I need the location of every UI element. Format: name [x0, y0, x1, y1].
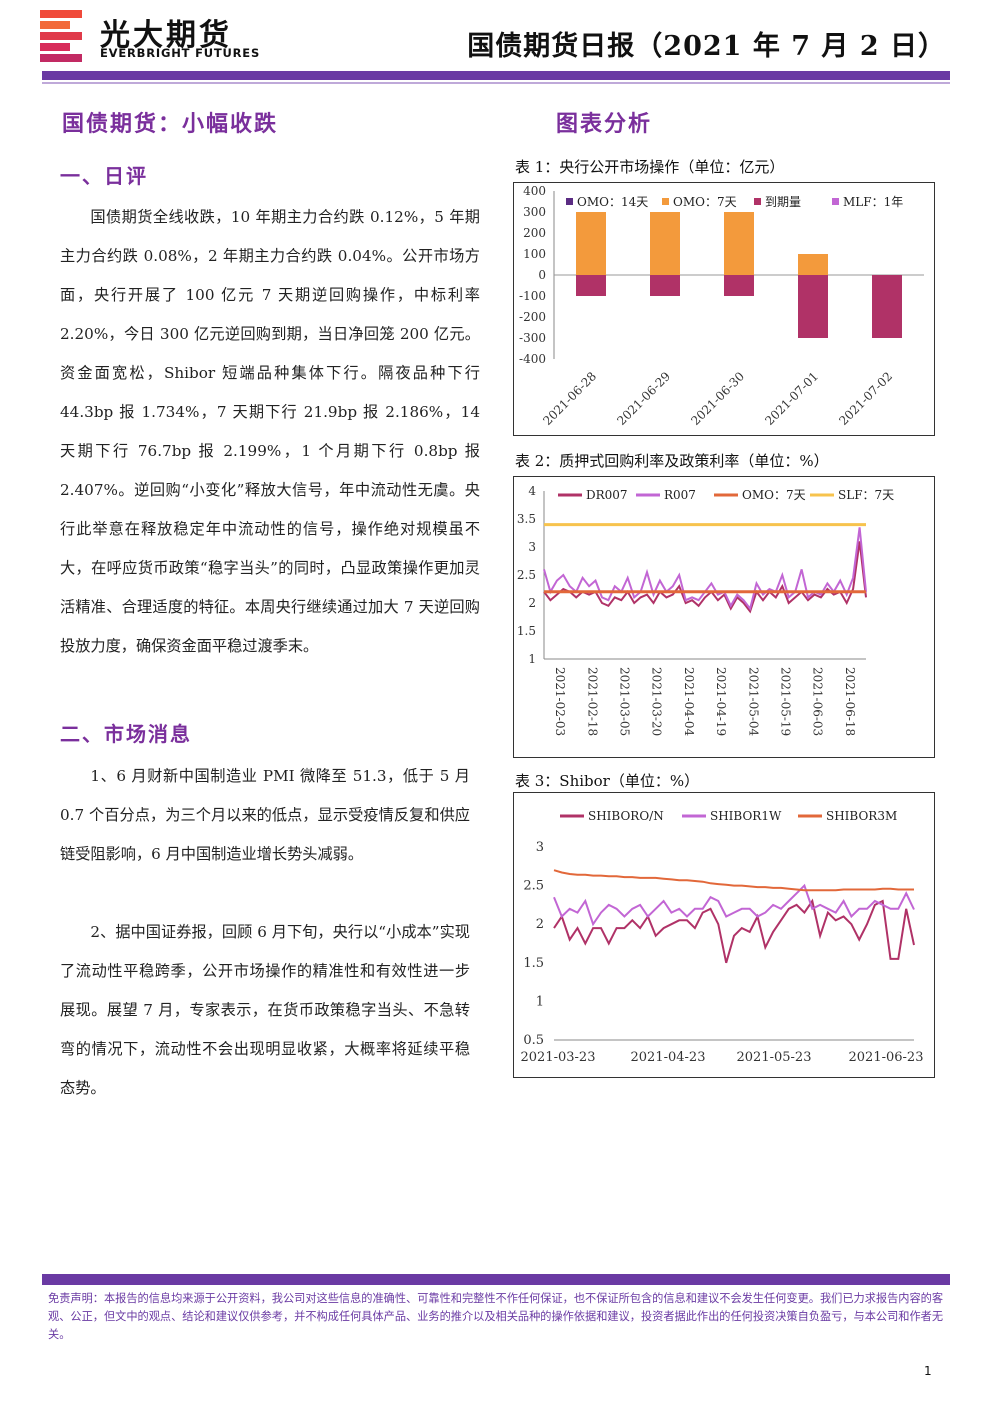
x-tick-label: 2021-06-29	[614, 369, 673, 428]
y-tick-label: 0.5	[523, 1033, 544, 1048]
chart2-caption: 表 2：质押式回购利率及政策利率（单位：%）	[515, 452, 829, 470]
x-tick-label: 2021-05-04	[746, 667, 760, 737]
y-tick-label: -300	[519, 331, 546, 345]
legend-label-omo14: OMO：14天	[577, 195, 648, 209]
daily-review-text: 国债期货全线收跌，10 年期主力合约跌 0.12%，5 年期主力合约跌 0.08…	[60, 208, 480, 655]
company-name-cn: 光大期货	[100, 18, 232, 53]
x-tick-label: 2021-03-23	[521, 1050, 596, 1065]
x-tick-label: 2021-05-23	[737, 1050, 812, 1065]
x-tick-label: 2021-03-05	[618, 667, 632, 736]
y-tick-label: 1.5	[523, 956, 544, 971]
legend-swatch-omo14	[566, 198, 573, 205]
footer-divider	[42, 1274, 950, 1285]
x-tick-label: 2021-06-28	[540, 369, 599, 428]
chart1-frame: 400 300 200 100 0 -100 -200 -300 -400 2021-06-28 2…	[513, 182, 935, 436]
y-tick-label: 1	[536, 994, 544, 1009]
y-tick-label: 3.5	[517, 512, 536, 526]
legend-label-r007: R007	[664, 488, 696, 502]
company-logo-icon	[40, 10, 82, 62]
chart3-caption: 表 3：Shibor（单位：%）	[515, 772, 700, 790]
chart2-frame: 4 3.5 3 2.5 2 1.5 1 2021-02-03 2021-02-18 2021-03…	[513, 476, 935, 758]
y-tick-label: -200	[519, 310, 546, 324]
report-title: 国债期货日报（2021 年 7 月 2 日）	[467, 31, 946, 62]
bar-maturity	[650, 275, 680, 296]
y-tick-label: -400	[519, 352, 546, 366]
y-tick-label: 3	[536, 840, 544, 855]
x-tick-label: 2021-04-19	[714, 667, 728, 736]
y-tick-label: 200	[523, 226, 546, 240]
y-tick-label: 2.5	[517, 568, 536, 582]
x-tick-label: 2021-05-19	[779, 667, 793, 736]
chart1-caption: 表 1：央行公开市场操作（单位：亿元）	[515, 158, 785, 176]
page-number: 1	[924, 1364, 932, 1378]
y-tick-label: 100	[523, 247, 546, 261]
y-tick-label: -100	[519, 289, 546, 303]
chart3-frame: 3 2.5 2 1.5 1 0.5 2021-03-23 2021-04-23 2021-05-…	[513, 792, 935, 1078]
x-tick-label: 2021-06-18	[843, 667, 857, 736]
header-divider-thin	[42, 82, 950, 84]
y-tick-label: 2.5	[523, 879, 544, 894]
bar-omo7	[798, 254, 828, 275]
series-line-dr007	[543, 541, 867, 614]
bar-omo7	[724, 212, 754, 275]
y-tick-label: 4	[528, 484, 536, 498]
y-tick-label: 300	[523, 205, 546, 219]
legend-label-shibor-on: SHIBORO/N	[588, 809, 664, 823]
news-item-2: 2、据中国证券报，回顾 6 月下旬，央行以“小成本”实现了流动性平稳跨季，公开市…	[60, 923, 470, 1097]
legend-label-dr007: DR007	[586, 488, 628, 502]
y-tick-label: 3	[528, 540, 536, 554]
chart-section-title: 图表分析	[556, 111, 653, 137]
bar-omo7	[576, 212, 606, 275]
chart1-omo-bar-chart: 400 300 200 100 0 -100 -200 -300 -400 2021-06-28 2…	[519, 184, 924, 428]
main-title: 国债期货：小幅收跌	[62, 111, 279, 137]
y-tick-label: 1	[528, 652, 536, 666]
news-item-1: 1、6 月财新中国制造业 PMI 微降至 51.3，低于 5 月 0.7 个百分…	[60, 767, 470, 863]
legend-swatch-omo7	[662, 198, 669, 205]
legend-label-shibor-1w: SHIBOR1W	[710, 809, 782, 823]
bar-maturity	[576, 275, 606, 296]
legend-swatch-mlf	[832, 198, 839, 205]
disclaimer-text: 免责声明：本报告的信息均来源于公开资料，我公司对这些信息的准确性、可靠性和完整性…	[48, 1292, 944, 1341]
legend-label-omo7: OMO：7天	[742, 488, 806, 502]
company-name-en: EVERBRIGHT FUTURES	[100, 46, 261, 60]
x-tick-label: 2021-04-04	[682, 667, 696, 737]
series-line-shibor-3m	[553, 869, 914, 892]
bar-maturity	[798, 275, 828, 338]
series-line-shibor-on	[553, 898, 915, 964]
x-tick-label: 2021-02-03	[553, 667, 567, 736]
chart2-repo-rate-chart: 4 3.5 3 2.5 2 1.5 1 2021-02-03 2021-02-18 2021-03…	[517, 484, 894, 737]
legend-label-maturity: 到期量	[765, 195, 801, 209]
x-tick-label: 2021-02-18	[585, 667, 599, 736]
x-tick-label: 2021-07-02	[836, 369, 895, 428]
bar-maturity	[872, 275, 902, 338]
header-divider	[42, 71, 950, 80]
x-tick-label: 2021-07-01	[762, 369, 821, 428]
legend-label-slf7: SLF：7天	[838, 488, 894, 502]
x-tick-label: 2021-06-03	[811, 667, 825, 736]
section2-title: 二、市场消息	[60, 722, 192, 746]
legend-label-shibor-3m: SHIBOR3M	[826, 809, 897, 823]
section1-title: 一、日评	[60, 164, 148, 188]
legend-label-omo7: OMO：7天	[673, 195, 737, 209]
x-tick-label: 2021-06-23	[849, 1050, 924, 1065]
chart3-shibor-chart: 3 2.5 2 1.5 1 0.5 2021-03-23 2021-04-23 2021-05-…	[521, 809, 924, 1065]
bar-omo7	[650, 212, 680, 275]
legend-swatch-maturity	[754, 198, 761, 205]
x-tick-label: 2021-03-20	[650, 667, 664, 736]
x-tick-label: 2021-06-30	[688, 369, 747, 428]
y-tick-label: 400	[523, 184, 546, 198]
x-tick-label: 2021-04-23	[631, 1050, 706, 1065]
y-tick-label: 2	[536, 917, 544, 932]
bar-maturity	[724, 275, 754, 296]
y-tick-label: 1.5	[517, 624, 536, 638]
legend-label-mlf: MLF：1年	[843, 195, 903, 209]
y-tick-label: 2	[528, 596, 536, 610]
series-line-shibor-1w	[553, 883, 915, 927]
y-tick-label: 0	[538, 268, 546, 282]
